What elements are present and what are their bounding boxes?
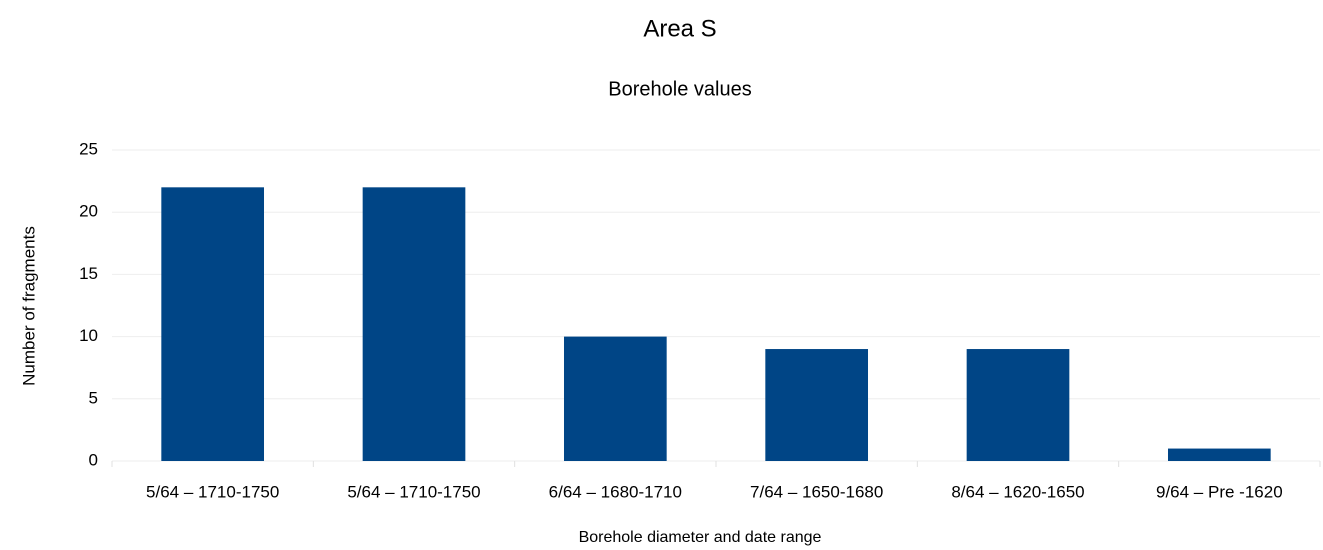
bar	[362, 187, 466, 461]
bar	[765, 349, 869, 461]
y-tick-label: 15	[79, 264, 98, 283]
x-tick-label: 7/64 – 1650-1680	[750, 482, 883, 501]
y-tick-label: 20	[79, 202, 98, 221]
x-tick-label: 9/64 – Pre -1620	[1156, 482, 1283, 501]
y-axis-label: Number of fragments	[19, 226, 38, 386]
y-tick-label: 25	[79, 139, 98, 158]
y-tick-label: 10	[79, 326, 98, 345]
bar	[161, 187, 265, 461]
chart-subtitle: Borehole values	[608, 78, 751, 100]
x-tick-label: 5/64 – 1710-1750	[347, 482, 480, 501]
bar	[1167, 448, 1271, 461]
bar	[966, 349, 1070, 461]
x-axis-label: Borehole diameter and date range	[579, 529, 822, 546]
bar	[563, 336, 667, 461]
x-tick-label: 8/64 – 1620-1650	[951, 482, 1084, 501]
chart-title: Area S	[643, 15, 716, 42]
y-tick-label: 0	[89, 450, 98, 469]
x-tick-label: 5/64 – 1710-1750	[146, 482, 279, 501]
x-tick-label: 6/64 – 1680-1710	[549, 482, 682, 501]
y-tick-label: 5	[89, 388, 98, 407]
